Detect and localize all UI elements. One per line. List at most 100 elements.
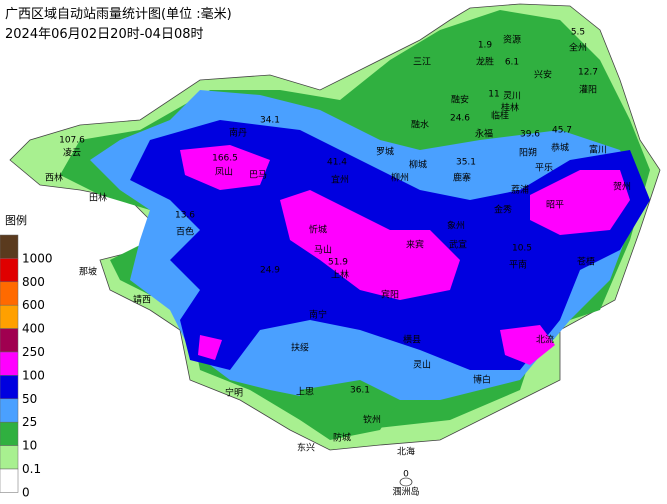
legend-swatch xyxy=(0,468,19,493)
place-label: 51.9 xyxy=(328,258,348,268)
legend: 1000 800 600 400 250 100 50 25 10 0.1 0 xyxy=(0,234,53,499)
legend-label: 10 xyxy=(22,439,37,453)
place-label: 防城 xyxy=(333,432,351,444)
place-label: 永福 xyxy=(475,128,493,140)
place-label: 107.6 xyxy=(59,136,85,146)
place-label: 苍梧 xyxy=(577,256,595,268)
place-label: 来宾 xyxy=(406,239,424,251)
region-magenta xyxy=(198,335,222,360)
place-label: 宁明 xyxy=(225,387,243,399)
place-label: 桂林 xyxy=(501,102,519,114)
place-label: 柳州 xyxy=(391,172,409,184)
place-label: 宾阳 xyxy=(381,289,399,301)
legend-label: 250 xyxy=(22,345,45,359)
place-label: 上林 xyxy=(331,269,349,281)
place-label: 北流 xyxy=(536,334,554,346)
place-label: 柳城 xyxy=(409,159,427,171)
place-label: 横县 xyxy=(403,334,421,346)
region-magenta xyxy=(500,325,555,365)
place-label: 35.1 xyxy=(456,158,476,168)
place-label: 西林 xyxy=(45,172,63,184)
legend-swatch xyxy=(0,375,19,400)
place-label: 昭平 xyxy=(546,200,564,211)
place-label: 阳朔 xyxy=(519,147,537,159)
place-label: 11 xyxy=(488,90,499,100)
place-label: 富川 xyxy=(589,144,607,156)
place-label: 凌云 xyxy=(63,147,81,159)
legend-label: 400 xyxy=(22,322,45,336)
place-label: 兴安 xyxy=(534,69,552,81)
map-subtitle: 2024年06月02日20时-04日08时 xyxy=(5,27,204,42)
place-label: 39.6 xyxy=(520,130,540,140)
region-magenta xyxy=(530,170,630,235)
place-label: 南丹 xyxy=(229,127,247,139)
place-label: 1.9 xyxy=(478,41,493,51)
place-label: 0 xyxy=(403,470,409,480)
legend-swatch xyxy=(0,234,19,259)
place-label: 34.1 xyxy=(260,116,280,126)
legend-label: 25 xyxy=(22,415,37,429)
place-label: 三江 xyxy=(413,57,431,68)
region-magenta xyxy=(280,190,460,300)
place-label: 龙胜 xyxy=(476,56,494,68)
place-label: 百色 xyxy=(176,226,194,238)
place-label: 12.7 xyxy=(578,68,598,78)
place-label: 平乐 xyxy=(535,162,553,174)
legend-swatch xyxy=(0,258,19,283)
place-label: 钦州 xyxy=(363,414,381,426)
place-label: 忻城 xyxy=(309,224,327,236)
place-label: 融水 xyxy=(411,119,429,131)
place-label: 灵川 xyxy=(503,91,521,102)
map-title: 广西区域自动站雨量统计图(单位 :毫米) xyxy=(5,6,232,22)
place-label: 宜州 xyxy=(331,174,349,186)
region-magenta xyxy=(180,145,270,190)
place-label: 扶绥 xyxy=(291,342,309,354)
place-label: 荔浦 xyxy=(511,184,529,196)
place-label: 贺州 xyxy=(613,181,631,193)
legend-swatch xyxy=(0,281,19,306)
legend-label: 0.1 xyxy=(22,462,41,476)
place-label: 巴马 xyxy=(249,170,267,181)
place-label: 融安 xyxy=(451,94,469,106)
place-label: 41.4 xyxy=(327,158,347,168)
place-label: 36.1 xyxy=(350,386,370,396)
place-label: 平南 xyxy=(509,259,527,271)
place-label: 东兴 xyxy=(297,442,315,454)
place-label: 全州 xyxy=(569,42,587,54)
place-label: 灵山 xyxy=(413,360,431,371)
place-label: 金秀 xyxy=(494,204,512,216)
legend-label: 100 xyxy=(22,368,45,382)
rain-field xyxy=(9,3,661,487)
region-green-coast xyxy=(300,380,400,440)
place-label: 武宣 xyxy=(449,239,467,251)
place-label: 罗城 xyxy=(376,147,394,158)
place-label: 那坡 xyxy=(79,266,97,278)
place-label: 南宁 xyxy=(309,309,327,321)
place-label: 166.5 xyxy=(212,154,238,164)
island xyxy=(399,477,413,487)
legend-swatch xyxy=(0,398,19,423)
place-label: 象州 xyxy=(447,220,465,232)
place-label: 5.5 xyxy=(571,28,585,38)
place-label: 凤山 xyxy=(215,167,233,178)
legend-swatch xyxy=(0,445,19,470)
legend-swatch xyxy=(0,304,19,329)
place-label: 13.6 xyxy=(175,211,195,221)
place-label: 45.7 xyxy=(552,126,572,136)
place-label: 临桂 xyxy=(491,110,509,122)
place-label: 6.1 xyxy=(505,58,519,68)
place-label: 涠洲岛 xyxy=(392,486,419,498)
place-label: 24.9 xyxy=(260,266,280,276)
place-label: 马山 xyxy=(314,245,332,256)
legend-label: 600 xyxy=(22,298,45,312)
legend-swatch xyxy=(0,351,19,376)
place-label: 田林 xyxy=(89,192,107,204)
legend-swatch xyxy=(0,328,19,353)
legend-label: 0 xyxy=(22,485,30,499)
place-label: 靖西 xyxy=(133,294,151,306)
place-label: 恭城 xyxy=(551,143,569,154)
legend-title: 图例 xyxy=(5,213,27,227)
place-label: 24.6 xyxy=(450,114,470,124)
place-label: 鹿寨 xyxy=(453,172,471,184)
